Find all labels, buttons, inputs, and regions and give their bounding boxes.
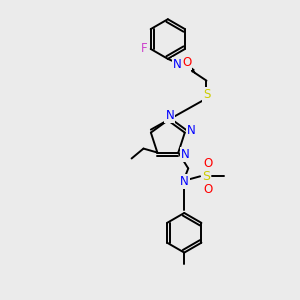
Text: N: N [188,124,196,137]
Text: N: N [180,175,189,188]
Text: N: N [181,148,190,161]
Text: S: S [202,170,210,183]
Text: N: N [165,109,174,122]
Text: O: O [182,56,191,69]
Text: NH: NH [173,58,190,71]
Text: F: F [140,42,147,56]
Text: O: O [203,157,213,170]
Text: S: S [203,88,210,101]
Text: O: O [203,183,213,196]
